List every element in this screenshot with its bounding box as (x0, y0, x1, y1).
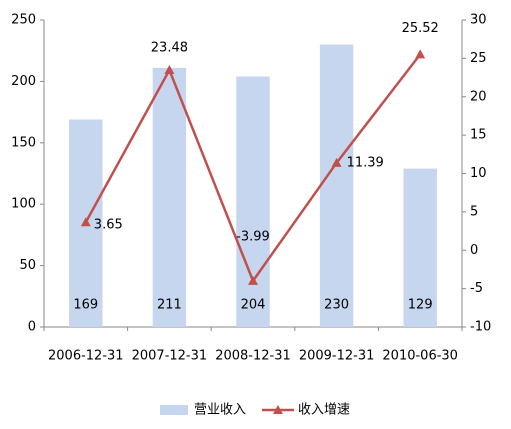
x-tick-label: 2006-12-31 (48, 349, 124, 364)
y2-tick-label: 10 (470, 166, 487, 181)
y2-tick-label: 15 (470, 128, 487, 143)
line-marker (80, 217, 91, 227)
line-marker (415, 49, 426, 59)
bar (403, 168, 437, 327)
x-tick-label: 2009-12-31 (299, 349, 375, 364)
bar-value-label: 211 (157, 298, 182, 313)
bar-value-label: 129 (408, 298, 433, 313)
line-marker (331, 157, 342, 167)
legend-swatch (160, 405, 188, 415)
line-value-label: 3.65 (94, 218, 123, 233)
y2-tick-label: 25 (470, 51, 487, 66)
line-value-label: 23.48 (151, 41, 188, 56)
x-tick-label: 2007-12-31 (132, 349, 208, 364)
y2-tick-label: -10 (470, 320, 491, 335)
y2-tick-label: 20 (470, 89, 487, 104)
legend-label: 收入增速 (298, 403, 350, 418)
bar (319, 44, 354, 328)
y-tick-label: 0 (28, 320, 36, 335)
bar-value-label: 169 (73, 298, 98, 313)
y2-tick-label: 0 (470, 243, 478, 258)
y-tick-label: 100 (11, 197, 36, 212)
line-value-label: 25.52 (402, 21, 439, 36)
y2-tick-label: -5 (470, 281, 483, 296)
legend-label: 营业收入 (194, 403, 246, 418)
bar (236, 76, 270, 327)
y2-tick-label: 5 (470, 204, 478, 219)
line-marker (164, 65, 175, 75)
x-tick-label: 2008-12-31 (215, 349, 291, 364)
x-tick-label: 2010-06-30 (382, 349, 458, 364)
bar-value-label: 204 (241, 298, 266, 313)
y-tick-label: 200 (11, 74, 36, 89)
legend-marker (273, 405, 283, 414)
line-value-label: -3.99 (236, 229, 270, 244)
y-tick-label: 250 (11, 13, 36, 28)
y2-tick-label: 30 (470, 13, 487, 28)
bar-value-label: 230 (324, 298, 349, 313)
line-marker (248, 275, 258, 285)
y-tick-label: 150 (11, 135, 36, 150)
line-value-label: 11.39 (347, 155, 384, 170)
bar (152, 67, 187, 327)
y-tick-label: 50 (19, 258, 36, 273)
